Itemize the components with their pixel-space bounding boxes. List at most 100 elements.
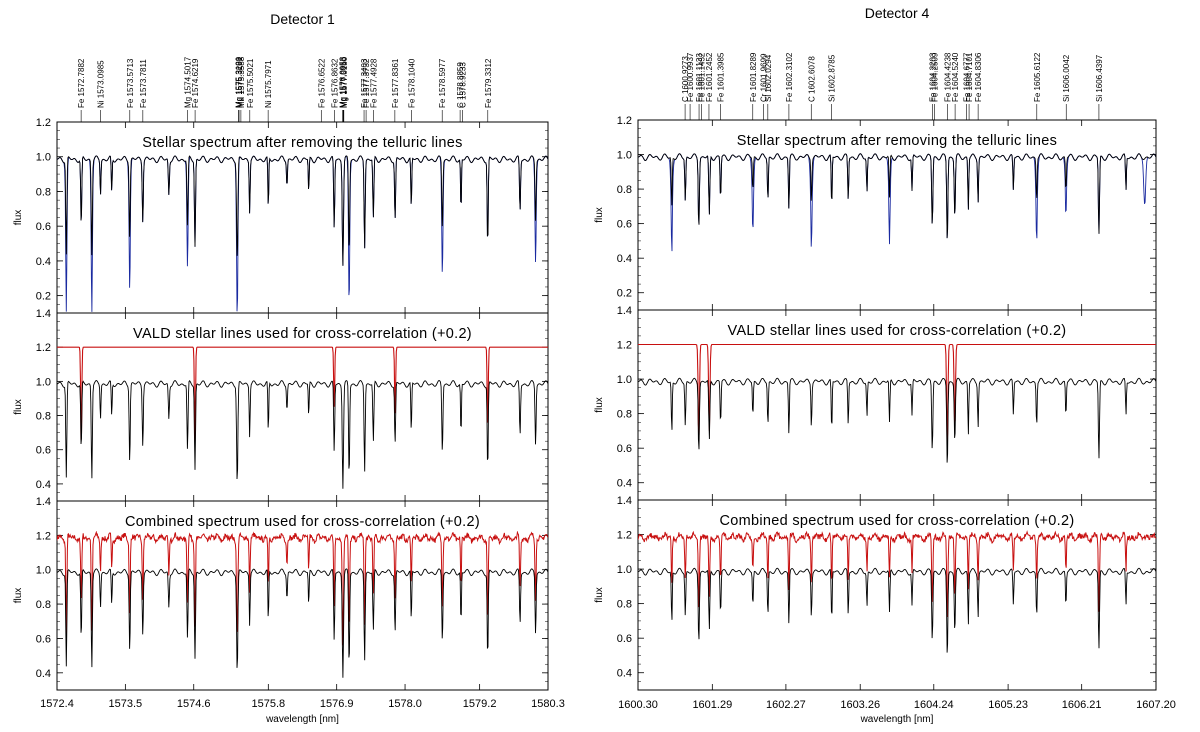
line-label: Fe 1601.1133 xyxy=(695,53,704,102)
spectrum-panel-2: 0.4 0.6 0.8 1.0 1.2 1.4 flux VALD stellar lines… xyxy=(594,305,1157,501)
x-tick-label: 1575.8 xyxy=(251,698,285,710)
y-tick-label: 0.6 xyxy=(617,219,632,231)
line-label: Fe 1604.2203 xyxy=(928,52,937,102)
y-tick-label: 1.0 xyxy=(36,376,51,388)
y-tick-label: 0.4 xyxy=(36,256,51,268)
panel-title: Stellar spectrum after removing the tell… xyxy=(737,133,1057,149)
telluric-corrected-series xyxy=(638,153,1156,252)
line-label: Ni 1575.7971 xyxy=(264,60,273,108)
line-label: Si 1606.0042 xyxy=(1062,54,1071,102)
stellar-spectrum-series xyxy=(638,567,1156,653)
x-tick-label: 1572.4 xyxy=(40,698,74,710)
line-label: Fe 1578.1040 xyxy=(408,58,417,108)
line-label: Fe 1576.8632 xyxy=(330,58,339,108)
x-tick-label: 1607.20 xyxy=(1136,699,1176,711)
y-tick-label: 0.8 xyxy=(36,186,51,198)
y-axis-label: flux xyxy=(13,210,24,226)
line-label: Mg 1574.5017 xyxy=(184,56,193,108)
line-label: Mg 1577.0150 xyxy=(340,56,349,108)
line-label: Fe 1577.8361 xyxy=(391,58,400,108)
x-tick-label: 1602.27 xyxy=(766,699,806,711)
detector-title: Detector 1 xyxy=(270,11,335,27)
x-tick-label: 1603.26 xyxy=(840,699,880,711)
line-label: Fe 1605.6122 xyxy=(1033,52,1042,102)
line-label: Fe 1576.6522 xyxy=(317,58,326,108)
line-label: Cr 1601.9699 xyxy=(759,53,768,102)
y-tick-label: 1.4 xyxy=(617,495,632,507)
vald-lines-series xyxy=(638,343,1156,442)
y-tick-label: 0.2 xyxy=(617,288,632,300)
line-label: Fe 1575.5021 xyxy=(246,58,255,108)
line-label: C 1602.6078 xyxy=(807,56,816,102)
panel-title: Combined spectrum used for cross-correla… xyxy=(720,513,1075,529)
line-label: Fe 1604.6777 xyxy=(963,52,972,102)
line-label: Fe 1577.3732 xyxy=(362,58,371,108)
line-label: C 1578.9233 xyxy=(458,62,467,108)
y-tick-label: 1.4 xyxy=(36,496,51,508)
line-label: Fe 1604.2509 xyxy=(931,52,940,102)
line-label: Fe 1604.4238 xyxy=(944,52,953,102)
y-tick-label: 0.8 xyxy=(617,599,632,611)
line-label: Ni 1573.0985 xyxy=(96,60,105,108)
stellar-spectrum-series xyxy=(57,568,548,678)
y-tick-label: 1.0 xyxy=(617,374,632,386)
line-label: Fe 1577.3403 xyxy=(360,58,369,108)
combined-spectrum-series xyxy=(57,531,548,646)
y-tick-label: 0.6 xyxy=(36,221,51,233)
y-tick-label: 0.6 xyxy=(617,633,632,645)
line-label: Fe 1604.8306 xyxy=(974,52,983,102)
x-tick-label: 1604.24 xyxy=(914,699,954,711)
line-label: Fe 1572.7882 xyxy=(77,58,86,108)
spectrum-panel-3: 0.4 0.6 0.8 1.0 1.2 1.4 flux Combined spectrum … xyxy=(594,495,1157,691)
line-label: Mn 1575.3588 xyxy=(237,56,246,108)
y-tick-label: 1.4 xyxy=(36,308,51,320)
line-label: Fe 1578.5977 xyxy=(438,58,447,108)
line-label: Fe 1604.7101 xyxy=(965,52,974,102)
y-tick-label: 1.2 xyxy=(36,117,51,129)
y-tick-label: 1.4 xyxy=(617,305,632,317)
line-label: Fe 1600.9937 xyxy=(686,52,695,102)
stellar-spectrum-series xyxy=(638,153,1156,239)
line-label: Fe 1602.3102 xyxy=(785,52,794,102)
line-label: Fe 1579.3312 xyxy=(484,58,493,108)
line-label: C 1600.9273 xyxy=(681,56,690,102)
y-axis-label: flux xyxy=(594,587,605,603)
y-tick-label: 1.0 xyxy=(36,565,51,577)
y-tick-label: 1.0 xyxy=(617,150,632,162)
panel-title: VALD stellar lines used for cross-correl… xyxy=(133,326,472,342)
y-tick-label: 0.4 xyxy=(36,668,51,680)
y-axis-label: flux xyxy=(13,588,24,604)
line-label: Si 1602.8785 xyxy=(828,54,837,102)
panel-title: Stellar spectrum after removing the tell… xyxy=(142,135,462,151)
y-tick-label: 1.0 xyxy=(617,564,632,576)
y-tick-label: 1.0 xyxy=(36,152,51,164)
line-label: Fe 1601.1452 xyxy=(697,52,706,102)
detector-1-figure: Detector 1 Fe 1572.7882 Ni 1573.0985 Fe 157… xyxy=(13,11,565,725)
stellar-spectrum-series xyxy=(57,379,548,489)
y-tick-label: 0.4 xyxy=(36,479,51,491)
y-tick-label: 0.4 xyxy=(617,253,632,265)
y-tick-label: 0.8 xyxy=(36,411,51,423)
x-tick-label: 1605.23 xyxy=(988,699,1028,711)
line-label: Si 1606.4397 xyxy=(1095,54,1104,102)
y-tick-label: 0.8 xyxy=(36,599,51,611)
x-tick-label: 1573.5 xyxy=(109,698,143,710)
y-tick-label: 0.8 xyxy=(617,409,632,421)
x-tick-label: 1606.21 xyxy=(1062,699,1102,711)
y-axis-label: flux xyxy=(13,399,24,415)
y-tick-label: 0.6 xyxy=(36,633,51,645)
x-tick-label: 1601.29 xyxy=(692,699,732,711)
y-axis-label: flux xyxy=(594,397,605,413)
line-label: Fe 1573.5713 xyxy=(126,58,135,108)
panel-title: VALD stellar lines used for cross-correl… xyxy=(728,323,1067,339)
x-axis-label: wavelength [nm] xyxy=(265,714,339,725)
y-tick-label: 0.6 xyxy=(36,445,51,457)
y-tick-label: 1.2 xyxy=(36,342,51,354)
y-tick-label: 1.2 xyxy=(617,530,632,542)
y-tick-label: 1.2 xyxy=(36,530,51,542)
detector-title: Detector 4 xyxy=(865,5,930,21)
panel-title: Combined spectrum used for cross-correla… xyxy=(125,514,480,530)
y-tick-label: 0.4 xyxy=(617,668,632,680)
spectrum-panel-1: 0.2 0.4 0.6 0.8 1.0 1.2 flux Stellar spectrum a… xyxy=(13,117,549,314)
